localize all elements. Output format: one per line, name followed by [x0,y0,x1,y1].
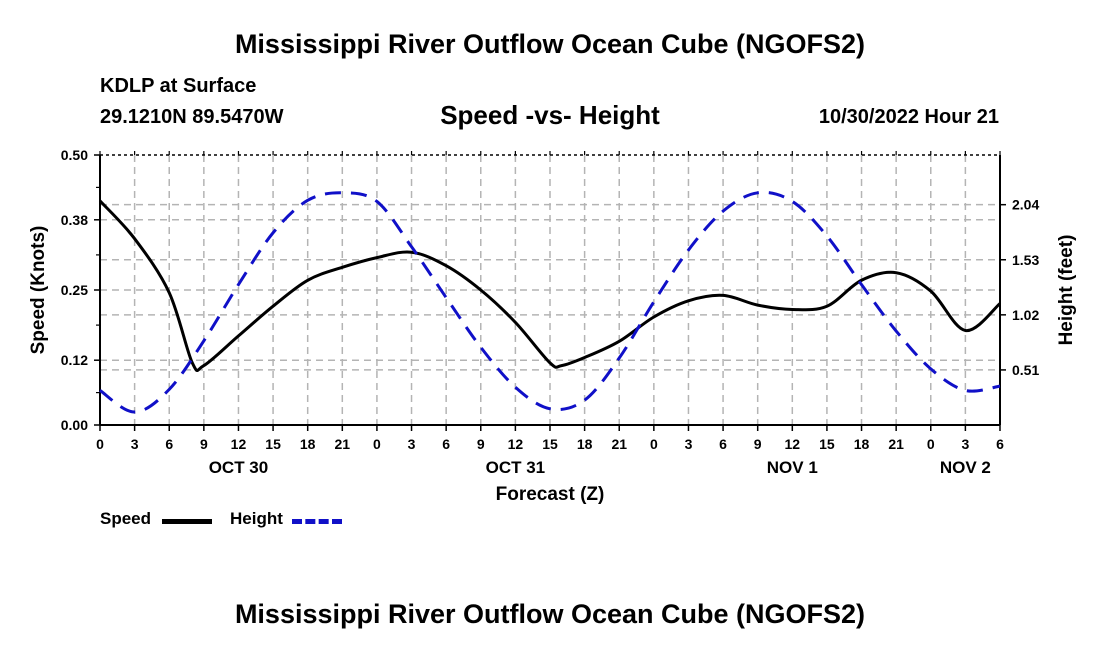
x-tick-label: 0 [650,436,658,452]
datetime-label: 10/30/2022 Hour 21 [818,106,999,128]
x-tick-label: 9 [200,436,208,452]
x-tick-label: 3 [131,436,139,452]
x-tick-label: 0 [96,436,104,452]
x-tick-label: 18 [300,436,316,452]
coords-label: 29.1210N 89.5470W [100,106,284,128]
x-tick-label: 3 [961,436,969,452]
x-tick-label: 0 [373,436,381,452]
x-tick-label: 6 [165,436,173,452]
x-tick-label: 9 [477,436,485,452]
x-tick-label: 3 [685,436,693,452]
x-tick-label: 15 [819,436,835,452]
y-tick-label: 0.25 [61,282,88,298]
x-tick-label: 9 [754,436,762,452]
y-tick-label: 0.38 [61,212,88,228]
date-label: NOV 1 [767,458,818,477]
y2-tick-label: 1.53 [1012,252,1039,268]
station-label: KDLP at Surface [100,75,257,97]
y-tick-label: 0.00 [61,417,88,433]
x-tick-label: 6 [996,436,1004,452]
legend-height-line [292,519,342,524]
x-tick-label: 18 [577,436,593,452]
y-tick-label: 0.50 [61,147,88,163]
x-tick-label: 12 [231,436,247,452]
y-axis-title: Speed (Knots) [28,226,49,355]
date-label: OCT 31 [486,458,546,477]
date-label: NOV 2 [940,458,991,477]
legend-speed-line [162,519,212,524]
y2-axis-title: Height (feet) [1056,235,1077,346]
footer-title: Mississippi River Outflow Ocean Cube (NG… [234,599,866,629]
x-tick-label: 0 [927,436,935,452]
x-tick-label: 6 [442,436,450,452]
x-tick-label: 3 [408,436,416,452]
x-tick-label: 12 [785,436,801,452]
x-tick-label: 15 [542,436,558,452]
legend-height-label: Height [230,509,283,528]
y2-tick-label: 2.04 [1012,197,1039,213]
x-axis-title: Forecast (Z) [496,484,605,505]
chart-title: Mississippi River Outflow Ocean Cube (NG… [234,29,866,59]
x-tick-label: 12 [508,436,524,452]
x-tick-label: 6 [719,436,727,452]
y2-tick-label: 0.51 [1012,362,1039,378]
x-tick-label: 21 [611,436,627,452]
y-tick-label: 0.12 [61,352,88,368]
x-tick-label: 18 [854,436,870,452]
height-series-line [99,190,1001,414]
date-label: OCT 30 [209,458,269,477]
chart-subtitle: Speed -vs- Height [440,100,660,130]
x-tick-label: 21 [335,436,351,452]
speed-series-line [98,199,1002,372]
x-tick-label: 21 [888,436,904,452]
y2-tick-label: 1.02 [1012,307,1039,323]
legend-speed-label: Speed [100,509,152,528]
x-tick-label: 15 [265,436,281,452]
